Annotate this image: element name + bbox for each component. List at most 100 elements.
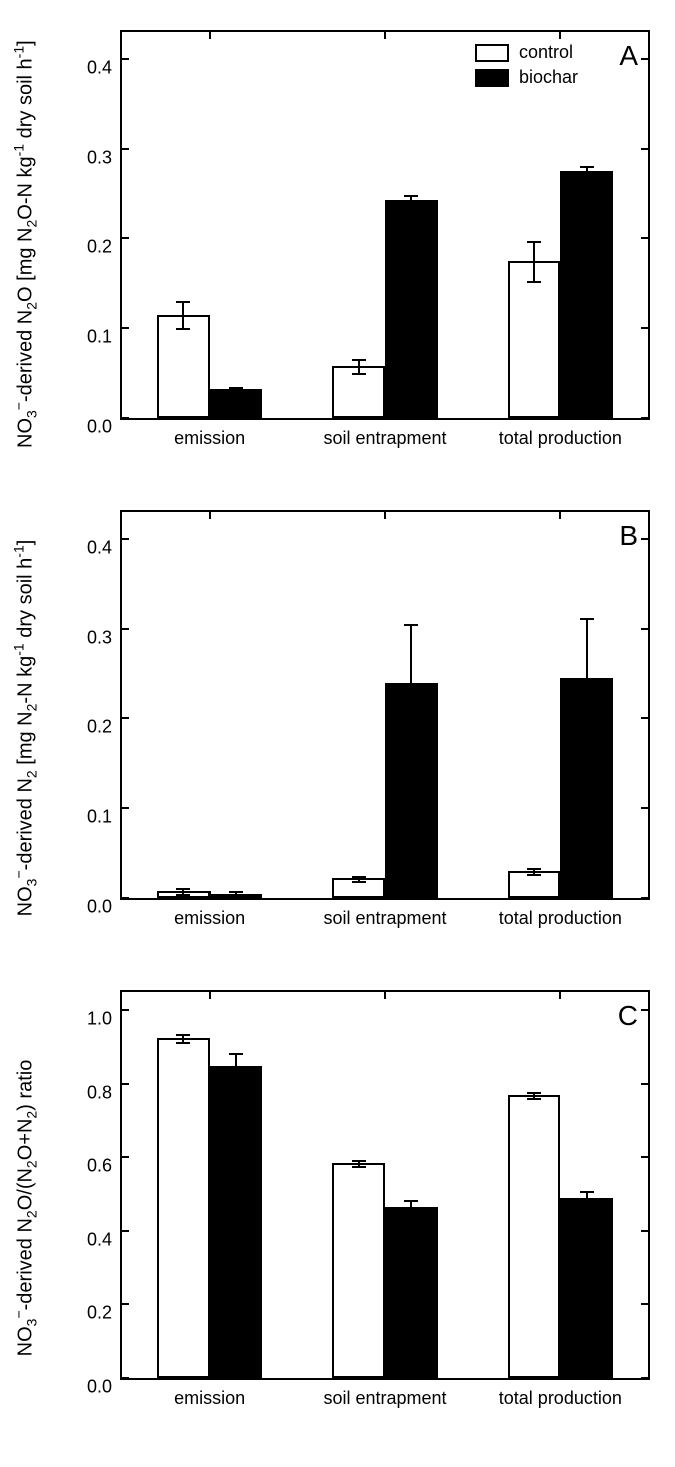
y-axis-label: NO3−-derived N2 [mg N2-N kg-1 dry soil h… xyxy=(11,528,40,928)
tick-mark xyxy=(641,1230,648,1232)
legend-item: control xyxy=(475,42,578,63)
error-cap xyxy=(580,1205,594,1207)
x-category-label: emission xyxy=(174,1378,245,1409)
error-cap xyxy=(404,741,418,743)
error-cap xyxy=(580,177,594,179)
error-bar xyxy=(586,618,588,738)
legend-label: biochar xyxy=(519,67,578,88)
error-bar xyxy=(182,301,184,328)
x-category-label: soil entrapment xyxy=(323,418,446,449)
error-cap xyxy=(176,301,190,303)
error-cap xyxy=(404,624,418,626)
error-cap xyxy=(527,241,541,243)
tick-mark xyxy=(122,807,129,809)
tick-mark xyxy=(641,1377,648,1379)
error-cap xyxy=(352,881,366,883)
error-bar xyxy=(586,1191,588,1206)
tick-mark xyxy=(209,992,211,999)
error-cap xyxy=(527,1092,541,1094)
tick-mark xyxy=(209,512,211,519)
error-cap xyxy=(352,359,366,361)
y-tick-label: 0.8 xyxy=(52,1082,122,1103)
tick-mark xyxy=(122,237,129,239)
legend-swatch xyxy=(475,44,509,62)
y-tick-label: 0.0 xyxy=(52,1377,122,1398)
tick-mark xyxy=(384,992,386,999)
tick-mark xyxy=(122,58,129,60)
error-bar xyxy=(410,1200,412,1215)
tick-mark xyxy=(209,32,211,39)
tick-mark xyxy=(641,628,648,630)
y-tick-label: 0.0 xyxy=(52,897,122,918)
y-tick-label: 0.3 xyxy=(52,147,122,168)
error-cap xyxy=(176,328,190,330)
tick-mark xyxy=(122,327,129,329)
tick-mark xyxy=(122,417,129,419)
tick-mark xyxy=(122,1230,129,1232)
y-tick-label: 0.4 xyxy=(52,57,122,78)
error-bar xyxy=(410,624,412,741)
panel-letter: A xyxy=(619,40,638,72)
legend-item: biochar xyxy=(475,67,578,88)
bar-control xyxy=(508,1095,561,1378)
tick-mark xyxy=(122,538,129,540)
error-cap xyxy=(527,868,541,870)
legend-label: control xyxy=(519,42,573,63)
tick-mark xyxy=(122,1377,129,1379)
tick-mark xyxy=(641,807,648,809)
tick-mark xyxy=(641,237,648,239)
error-cap xyxy=(527,874,541,876)
panel-A: NO3−-derived N2O [mg N2O-N kg-1 dry soil… xyxy=(10,20,665,475)
tick-mark xyxy=(559,512,561,519)
tick-mark xyxy=(559,992,561,999)
tick-mark xyxy=(641,1009,648,1011)
bar-biochar xyxy=(385,200,438,418)
bar-control xyxy=(332,1163,385,1378)
tick-mark xyxy=(641,538,648,540)
y-tick-label: 0.1 xyxy=(52,807,122,828)
y-tick-label: 1.0 xyxy=(52,1009,122,1030)
error-cap xyxy=(404,1214,418,1216)
y-tick-label: 0.2 xyxy=(52,237,122,258)
y-tick-label: 0.0 xyxy=(52,417,122,438)
error-cap xyxy=(352,1160,366,1162)
y-axis-label: NO3−-derived N2O/(N2O+N2) ratio xyxy=(11,1008,40,1408)
tick-mark xyxy=(559,32,561,39)
error-cap xyxy=(580,166,594,168)
error-cap xyxy=(352,373,366,375)
error-cap xyxy=(229,391,243,393)
tick-mark xyxy=(122,897,129,899)
bar-control xyxy=(157,1038,210,1378)
bar-biochar xyxy=(385,1207,438,1378)
error-cap xyxy=(176,1042,190,1044)
tick-mark xyxy=(122,1303,129,1305)
y-tick-label: 0.2 xyxy=(52,1303,122,1324)
tick-mark xyxy=(641,417,648,419)
x-category-label: soil entrapment xyxy=(323,1378,446,1409)
error-cap xyxy=(176,888,190,890)
error-cap xyxy=(176,894,190,896)
y-tick-label: 0.3 xyxy=(52,627,122,648)
plot-area: 0.00.10.20.30.4emissionsoil entrapmentto… xyxy=(120,510,650,900)
tick-mark xyxy=(122,1083,129,1085)
panel-B: NO3−-derived N2 [mg N2-N kg-1 dry soil h… xyxy=(10,500,665,955)
plot-area: 0.00.10.20.30.4emissionsoil entrapmentto… xyxy=(120,30,650,420)
x-category-label: soil entrapment xyxy=(323,898,446,929)
y-tick-label: 0.4 xyxy=(52,537,122,558)
legend-swatch xyxy=(475,69,509,87)
tick-mark xyxy=(122,148,129,150)
plot-area: 0.00.20.40.60.81.0emissionsoil entrapmen… xyxy=(120,990,650,1380)
tick-mark xyxy=(122,717,129,719)
bar-control xyxy=(508,261,561,418)
panel-C: NO3−-derived N2O/(N2O+N2) ratio 0.00.20.4… xyxy=(10,980,665,1435)
error-cap xyxy=(229,896,243,898)
bar-biochar xyxy=(560,1198,613,1378)
error-cap xyxy=(404,1200,418,1202)
tick-mark xyxy=(641,327,648,329)
bar-biochar xyxy=(210,389,263,418)
error-cap xyxy=(229,387,243,389)
error-cap xyxy=(527,1098,541,1100)
tick-mark xyxy=(122,1009,129,1011)
error-cap xyxy=(580,738,594,740)
error-cap xyxy=(580,618,594,620)
